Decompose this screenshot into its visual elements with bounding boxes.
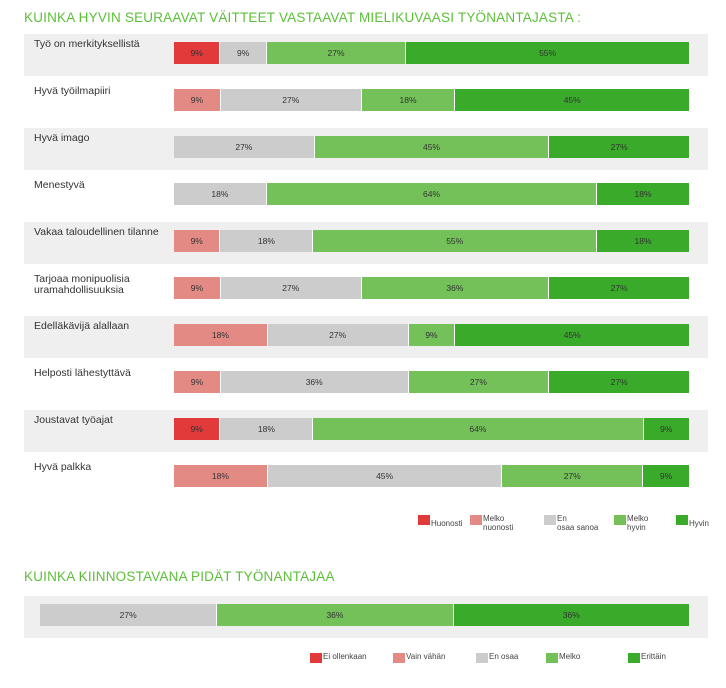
legend-swatch — [546, 653, 558, 663]
legend-label: Hyvin — [689, 519, 710, 528]
chart1-title: KUINKA HYVIN SEURAAVAT VÄITTEET VASTAAVA… — [24, 10, 582, 25]
bar-segment: 27% — [549, 136, 690, 158]
bar-segment: 55% — [406, 42, 690, 64]
category-label: Joustavat työajat — [34, 414, 113, 426]
chart1-row: Vakaa taloudellinen tilanne 9% 18% 55% 18% — [24, 222, 708, 264]
bar-segment: 9% — [408, 324, 456, 346]
bar-track: 27% 36% 36% — [40, 604, 690, 626]
bar-segment: 18% — [220, 418, 314, 440]
bar-segment: 9% — [174, 42, 221, 64]
bar-segment: 18% — [220, 230, 314, 252]
legend-label: Huonosti — [431, 519, 463, 528]
bar-segment: 18% — [597, 230, 690, 252]
chart1-row: Menestyvä 18% 64% 18% — [24, 175, 708, 217]
bar-track: 9% 18% 64% 9% — [174, 418, 690, 440]
bar-segment: 27% — [266, 42, 407, 64]
category-label: Hyvä palkka — [34, 461, 92, 473]
bar-segment: 55% — [313, 230, 598, 252]
bar-segment: 9% — [643, 465, 690, 487]
legend-swatch — [628, 653, 640, 663]
bar-track: 18% 27% 9% 45% — [174, 324, 690, 346]
chart1-row: Edelläkävijä alallaan 18% 27% 9% 45% — [24, 316, 708, 358]
bar-segment: 9% — [643, 418, 690, 440]
bar-segment: 18% — [174, 183, 267, 205]
chart2-row: 27% 36% 36% — [24, 596, 708, 638]
category-label: Tarjoaa monipuolisia uramahdollisuuksia — [34, 273, 130, 296]
bar-segment: 36% — [453, 604, 690, 626]
bar-segment: 64% — [266, 183, 598, 205]
bar-segment: 45% — [314, 136, 550, 158]
bar-segment: 27% — [549, 371, 690, 393]
bar-track: 18% 64% 18% — [174, 183, 690, 205]
bar-segment: 9% — [174, 89, 221, 111]
legend-swatch — [544, 515, 556, 525]
bar-segment: 18% — [597, 183, 690, 205]
bar-segment: 18% — [174, 465, 268, 487]
bar-segment: 18% — [361, 89, 456, 111]
bar-segment: 9% — [174, 230, 221, 252]
legend-label: Erittäin — [641, 652, 666, 661]
bar-segment: 18% — [174, 324, 268, 346]
chart2-title: KUINKA KIINNOSTAVANA PIDÄT TYÖNANTAJAA — [24, 569, 335, 584]
category-label: Hyvä työilmapiiri — [34, 85, 111, 97]
legend-swatch — [676, 515, 688, 525]
bar-track: 9% 27% 18% 45% — [174, 89, 690, 111]
chart1-row: Hyvä imago 27% 45% 27% — [24, 128, 708, 170]
bar-segment: 27% — [220, 89, 362, 111]
bar-track: 9% 9% 27% 55% — [174, 42, 690, 64]
chart1-row: Joustavat työajat 9% 18% 64% 9% — [24, 410, 708, 452]
legend-label: Ei ollenkaan — [323, 652, 367, 661]
bar-segment: 36% — [217, 604, 454, 626]
legend-label: Melko nuonosti — [483, 514, 514, 532]
bar-segment: 27% — [549, 277, 690, 299]
chart1-row: Hyvä palkka 18% 45% 27% 9% — [24, 457, 708, 499]
legend-label: Vain vähän — [406, 652, 446, 661]
category-label: Menestyvä — [34, 179, 85, 191]
legend-swatch — [418, 515, 430, 525]
bar-track: 27% 45% 27% — [174, 136, 690, 158]
category-label: Työ on merkityksellistä — [34, 38, 140, 50]
legend-label: Melko — [559, 652, 581, 661]
chart1-row: Tarjoaa monipuolisia uramahdollisuuksia 9… — [24, 269, 708, 311]
bar-segment: 9% — [174, 371, 221, 393]
bar-segment: 45% — [455, 89, 690, 111]
category-label: Hyvä imago — [34, 132, 90, 144]
bar-segment: 9% — [174, 277, 221, 299]
bar-segment: 27% — [220, 277, 362, 299]
legend-label: En osaa — [489, 652, 519, 661]
legend-label: Melko hyvin — [627, 514, 649, 532]
chart1-row: Työ on merkityksellistä 9% 9% 27% 55% — [24, 34, 708, 76]
bar-segment: 27% — [408, 371, 550, 393]
bar-segment: 27% — [502, 465, 644, 487]
bar-track: 9% 18% 55% 18% — [174, 230, 690, 252]
bar-segment: 9% — [220, 42, 267, 64]
legend-label: En osaa sanoa — [557, 514, 599, 532]
category-label: Vakaa taloudellinen tilanne — [34, 226, 159, 238]
chart1-row: Helposti lähestyttävä 9% 36% 27% 27% — [24, 363, 708, 405]
bar-segment: 36% — [361, 277, 550, 299]
bar-track: 9% 36% 27% 27% — [174, 371, 690, 393]
legend-swatch — [476, 653, 488, 663]
chart1-row: Hyvä työilmapiiri 9% 27% 18% 45% — [24, 81, 708, 123]
bar-segment: 27% — [174, 136, 315, 158]
bar-track: 18% 45% 27% 9% — [174, 465, 690, 487]
bar-segment: 45% — [267, 465, 503, 487]
legend-swatch — [393, 653, 405, 663]
bar-segment: 9% — [174, 418, 221, 440]
bar-track: 9% 27% 36% 27% — [174, 277, 690, 299]
category-label: Helposti lähestyttävä — [34, 367, 131, 379]
category-label: Edelläkävijä alallaan — [34, 320, 130, 332]
legend-swatch — [310, 653, 322, 663]
bar-segment: 45% — [455, 324, 690, 346]
bar-segment: 27% — [40, 604, 218, 626]
bar-segment: 36% — [220, 371, 409, 393]
bar-segment: 27% — [267, 324, 409, 346]
legend-swatch — [614, 515, 626, 525]
bar-segment: 64% — [313, 418, 644, 440]
legend-swatch — [470, 515, 482, 525]
